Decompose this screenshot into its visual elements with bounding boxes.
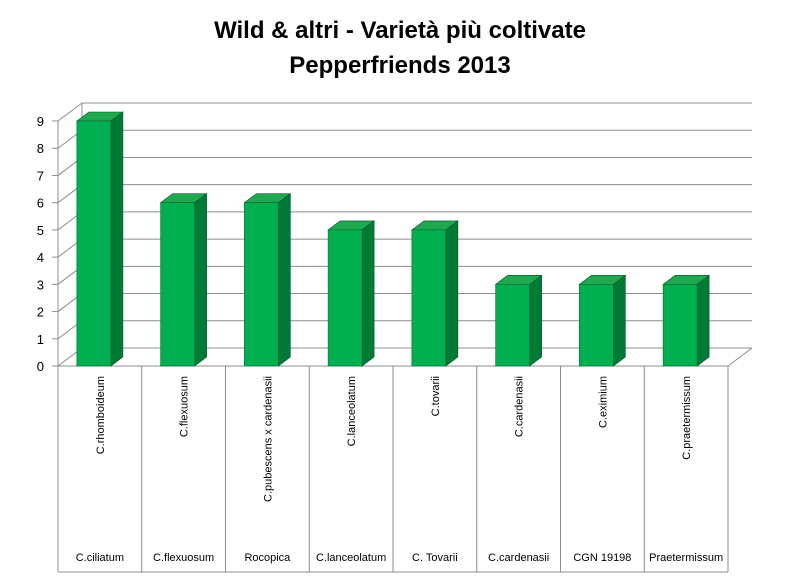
bar-side	[110, 111, 124, 367]
y-tick-label: 9	[37, 114, 44, 129]
y-tick-label: 6	[37, 196, 44, 211]
y-tick-label: 4	[37, 250, 44, 265]
bar-side	[361, 220, 375, 367]
x-tick-label: C.lanceolatum	[346, 376, 358, 446]
table-cell-label: Praetermissum	[649, 552, 723, 564]
bar-side	[696, 274, 710, 367]
bar	[243, 193, 292, 367]
x-tick-label: C.pubescens x cardenasii	[262, 376, 274, 502]
y-tick-label: 2	[37, 305, 44, 320]
y-tick-label: 0	[37, 359, 44, 374]
bar	[578, 274, 627, 367]
y-tick-label: 7	[37, 168, 44, 183]
bar-front	[579, 284, 614, 367]
bar-side	[613, 274, 626, 367]
table-cell-label: C.cardenasii	[488, 552, 549, 564]
bar-front	[327, 229, 363, 367]
y-tick-label: 5	[37, 223, 44, 238]
bar-front	[662, 284, 698, 367]
bar-layer	[75, 111, 711, 367]
bar-front	[76, 120, 112, 367]
y-tick-label: 8	[37, 141, 44, 156]
table-cell-label: CGN 19198	[573, 552, 631, 564]
bar	[410, 220, 459, 367]
gridline-slant	[57, 102, 83, 122]
bar-side	[278, 193, 291, 367]
x-tick-label: C.rhomboideum	[95, 376, 107, 454]
x-tick-label: C.praetermissum	[681, 376, 693, 460]
axis-layer	[52, 103, 753, 573]
y-tick-label: 3	[37, 277, 44, 292]
bar	[159, 193, 208, 367]
x-tick-label: C.tovarii	[430, 376, 442, 416]
table-cell-label: C.ciliatum	[76, 552, 124, 564]
bar	[75, 111, 124, 367]
bar-front	[411, 229, 447, 367]
table-cell-label: C. Tovarii	[412, 552, 458, 564]
y-tick-label: 1	[37, 332, 44, 347]
x-tick-label: C.eximium	[597, 376, 609, 428]
chart-subtitle: Pepperfriends 2013	[289, 52, 510, 79]
chart-title: Wild & altri - Varietà più coltivate	[214, 17, 586, 44]
bar	[327, 220, 376, 367]
table-cell-label: Rocopica	[244, 552, 291, 564]
table-cell-label: C.lanceolatum	[316, 552, 386, 564]
bar-front	[244, 202, 279, 367]
label-layer: 0 1 2 3 4 5 6 7 8 9 C.rhomboideum C.flexuosum C.pube…	[37, 114, 723, 564]
bar-side	[445, 220, 459, 367]
bar-side	[529, 274, 542, 367]
table-cell-label: C.flexuosum	[153, 552, 214, 564]
bar-side	[194, 193, 207, 367]
bar-front	[495, 284, 530, 367]
bar	[662, 274, 711, 367]
x-tick-label: C.flexuosum	[179, 376, 191, 437]
bar	[494, 274, 543, 367]
floor-edge	[727, 347, 753, 367]
x-tick-label: C.cardenasii	[514, 376, 526, 437]
bar-front	[160, 202, 195, 367]
